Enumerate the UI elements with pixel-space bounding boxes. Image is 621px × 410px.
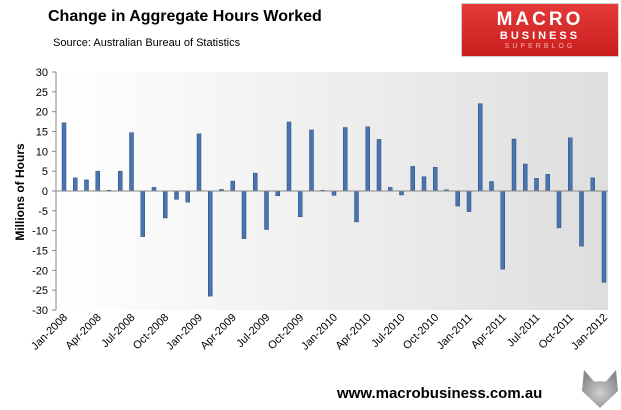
bar-Dec-2011 [590, 177, 595, 192]
bar-May-2011 [511, 138, 517, 192]
bar-Sep-2011 [556, 190, 562, 229]
bar-Aug-2009 [275, 190, 280, 197]
macrobusiness-logo[interactable]: MACRO BUSINESS SUPERBLOG [462, 4, 618, 56]
bar-Dec-2010 [455, 190, 460, 207]
bar-Feb-2009 [208, 190, 213, 297]
y-tick-label: -30 [32, 305, 48, 317]
bar-Feb-2008 [73, 177, 78, 192]
y-tick-label: -10 [32, 226, 48, 238]
bar-Jun-2008 [118, 170, 123, 192]
logo-line-3: SUPERBLOG [504, 43, 576, 50]
bar-Jan-2010 [331, 190, 337, 196]
y-tick-label: 5 [42, 166, 48, 178]
x-tick-label: Oct-2010 [401, 312, 441, 352]
bar-Sep-2008 [151, 187, 157, 192]
bar-Jul-2008 [129, 132, 134, 192]
bar-Jan-2011 [466, 190, 472, 212]
bar-Nov-2008 [174, 190, 179, 200]
y-tick-label: -25 [32, 285, 48, 297]
y-tick-label: 30 [36, 67, 48, 79]
y-tick-label: 0 [42, 186, 48, 198]
bar-Aug-2010 [410, 166, 415, 192]
x-tick-label: Jan-2011 [435, 312, 475, 352]
bar-Oct-2008 [163, 190, 168, 219]
bar-Feb-2010 [343, 127, 348, 192]
bar-Nov-2009 [309, 129, 314, 192]
y-tick-label: 15 [36, 127, 48, 139]
bar-Mar-2010 [354, 190, 359, 223]
x-tick-label: Apr-2010 [333, 312, 373, 352]
bar-Sep-2009 [286, 121, 292, 192]
x-tick-label: Jan-2010 [299, 312, 340, 353]
bar-Jul-2010 [399, 190, 404, 196]
bar-Apr-2008 [95, 170, 100, 192]
x-tick-label: Jan-2012 [569, 312, 610, 353]
bar-Dec-2008 [185, 190, 190, 203]
bar-Aug-2011 [545, 174, 550, 192]
bar-Oct-2011 [568, 137, 573, 192]
website-url[interactable]: www.macrobusiness.com.au [337, 385, 543, 402]
bar-May-2009 [241, 190, 247, 239]
y-tick-label: 20 [36, 107, 48, 119]
y-tick-label: 25 [36, 87, 48, 99]
logo-line-1: MACRO [496, 9, 584, 30]
bar-Apr-2011 [500, 190, 505, 270]
bar-Apr-2010 [365, 126, 370, 192]
bars-group [61, 103, 607, 297]
bar-May-2010 [376, 139, 382, 192]
y-tick-label: 10 [36, 146, 48, 158]
bar-Oct-2009 [298, 190, 303, 218]
bar-Mar-2008 [84, 179, 89, 192]
bar-Jul-2011 [534, 178, 539, 192]
x-tick-label: Jan-2009 [164, 312, 205, 353]
x-tick-label: Apr-2009 [198, 312, 238, 352]
bar-Oct-2010 [433, 166, 438, 192]
y-tick-label: -15 [32, 246, 48, 258]
bar-Jun-2010 [388, 187, 393, 192]
y-axis: -30 -25 -20 -15 -10 -5 0 5 10 15 20 25 30 [32, 67, 57, 317]
x-tick-label: Jan-2008 [29, 312, 70, 353]
bar-Jan-2012 [601, 190, 607, 283]
bar-Jun-2011 [523, 163, 528, 192]
y-tick-label: -5 [38, 206, 48, 218]
chart-title: Change in Aggregate Hours Worked [48, 8, 322, 25]
y-tick-label: -20 [32, 265, 48, 277]
bar-Feb-2011 [478, 103, 483, 192]
bar-Nov-2011 [579, 190, 584, 247]
x-tick-label: Apr-2011 [469, 312, 509, 352]
bar-Aug-2008 [140, 190, 145, 237]
x-tick-label: Apr-2008 [63, 312, 103, 352]
bar-Jul-2009 [264, 190, 269, 230]
bar-Mar-2011 [489, 181, 494, 192]
bar-Sep-2010 [421, 176, 427, 192]
bar-Jun-2009 [253, 172, 258, 192]
logo-line-2: BUSINESS [499, 30, 581, 42]
bar-Jan-2008 [61, 122, 67, 192]
source-note: Source: Australian Bureau of Statistics [53, 37, 241, 49]
bar-Jan-2009 [196, 133, 202, 192]
bar-Apr-2009 [230, 180, 235, 192]
